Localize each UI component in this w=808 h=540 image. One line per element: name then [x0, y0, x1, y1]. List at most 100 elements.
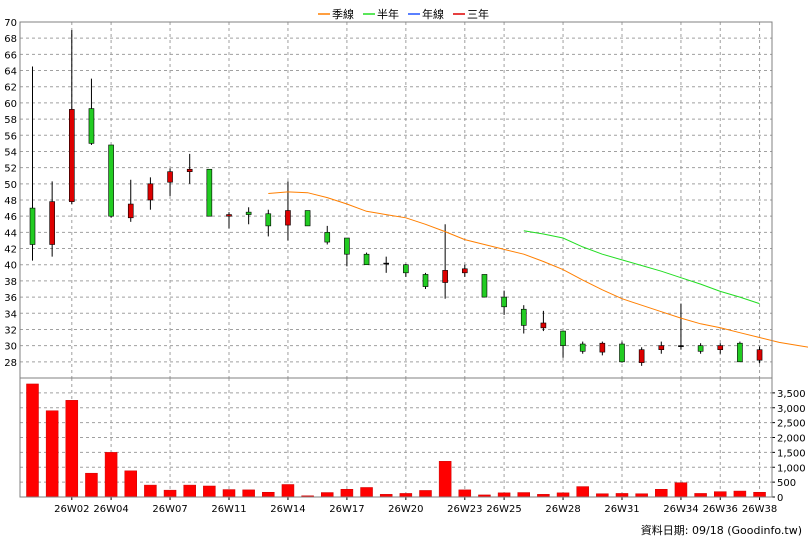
x-tick-label: 26W07: [152, 504, 187, 515]
price-tick-label: 46: [4, 212, 17, 223]
volume-bar: [163, 489, 177, 498]
volume-bar: [45, 410, 59, 498]
candle-body: [167, 171, 173, 183]
volume-bar: [694, 493, 707, 498]
candle-body: [383, 262, 390, 265]
volume-bar: [399, 493, 413, 498]
candle-body: [481, 274, 488, 298]
price-tick-label: 70: [4, 18, 17, 29]
candle-body: [108, 144, 114, 217]
volume-bar: [262, 491, 275, 498]
volume-axis: 0 500 1,000 1,500 2,000 2,500 3,000 3,500: [772, 389, 806, 504]
price-tick-label: 34: [4, 309, 17, 320]
price-tick-label: 50: [4, 180, 17, 191]
candle-body: [658, 345, 665, 350]
volume-bar: [458, 489, 472, 498]
candle-body: [88, 108, 95, 144]
volume-bar: [124, 470, 137, 498]
ma-line: [268, 191, 808, 348]
volume-bar: [340, 489, 354, 498]
volume-tick-label: 0: [777, 493, 783, 504]
x-tick-label: 26W23: [447, 504, 482, 515]
x-tick-label: 26W34: [663, 504, 698, 515]
candle-body: [678, 345, 684, 347]
volume-bar: [733, 490, 747, 498]
price-tick-label: 52: [4, 164, 17, 175]
x-tick-label: 26W14: [270, 504, 305, 515]
price-tick-label: 32: [4, 325, 17, 336]
x-tick-label: 26W04: [93, 504, 128, 515]
candle-body: [697, 345, 704, 352]
volume-tick-label: 2,000: [777, 434, 806, 445]
price-tick-label: 62: [4, 83, 17, 94]
candle-body: [638, 349, 645, 363]
candle-body: [520, 308, 527, 326]
price-grid: [20, 22, 772, 378]
candle-body: [599, 342, 606, 353]
candle-body: [147, 183, 154, 201]
volume-tick-label: 3,500: [777, 389, 806, 400]
candle-body: [265, 213, 272, 227]
candle-body: [304, 210, 311, 227]
volume-tick-label: 1,000: [777, 463, 806, 474]
price-tick-label: 38: [4, 277, 17, 288]
price-panel-frame: [19, 21, 773, 379]
candle-body: [501, 296, 507, 308]
price-tick-label: 42: [4, 245, 17, 256]
volume-bar: [419, 490, 432, 498]
volume-bar: [517, 492, 530, 498]
volume-bars: [26, 383, 766, 498]
x-tick-label: 26W17: [329, 504, 364, 515]
volume-bar: [222, 489, 236, 498]
volume-bar: [85, 472, 98, 498]
legend-label-halfyear: 半年: [377, 7, 399, 21]
volume-grid: [20, 378, 772, 497]
volume-bar: [556, 492, 570, 498]
candle-body: [422, 274, 429, 287]
volume-tick-label: 500: [777, 478, 796, 489]
volume-bar: [714, 491, 727, 498]
volume-panel-frame: [19, 377, 773, 498]
volume-bar: [438, 461, 452, 498]
moving-average-lines: [268, 191, 808, 348]
legend-item-year: 年線: [408, 7, 444, 21]
x-tick-label: 26W20: [388, 504, 423, 515]
volume-bar: [321, 492, 334, 498]
x-axis: 26W02 26W04 26W07 26W11 26W14 26W17 26W20 26W23…: [54, 497, 777, 515]
ma-line: [523, 230, 760, 305]
volume-bar: [576, 486, 589, 498]
volume-bar: [655, 489, 668, 498]
x-tick-label: 26W31: [604, 504, 639, 515]
candle-body: [245, 211, 252, 215]
price-tick-label: 64: [4, 67, 17, 78]
candle-body: [206, 168, 213, 217]
x-tick-label: 26W02: [54, 504, 89, 515]
candle-body: [461, 268, 468, 274]
legend-label-quarter: 季線: [332, 7, 354, 21]
price-tick-label: 68: [4, 34, 17, 45]
price-tick-label: 66: [4, 50, 17, 61]
candle-body: [717, 345, 724, 350]
price-tick-label: 36: [4, 293, 17, 304]
candle-body: [186, 168, 193, 172]
volume-bar: [203, 485, 216, 498]
volume-bar: [497, 492, 511, 498]
price-tick-label: 60: [4, 99, 17, 110]
volume-bar: [674, 482, 688, 498]
price-tick-label: 58: [4, 115, 17, 126]
volume-bar: [753, 491, 766, 498]
x-tick-label: 26W11: [211, 504, 246, 515]
legend: 季線 半年 年線 三年: [318, 7, 489, 21]
volume-bar: [183, 484, 196, 498]
volume-bar: [65, 400, 79, 498]
candle-body: [344, 237, 350, 255]
price-tick-label: 56: [4, 131, 17, 142]
candle-body: [756, 349, 763, 361]
candle-body: [29, 207, 36, 245]
candlesticks: [29, 30, 763, 366]
volume-tick-label: 3,000: [777, 404, 806, 415]
volume-bar: [144, 484, 157, 498]
candle-body: [579, 343, 586, 352]
candle-body: [560, 330, 566, 346]
